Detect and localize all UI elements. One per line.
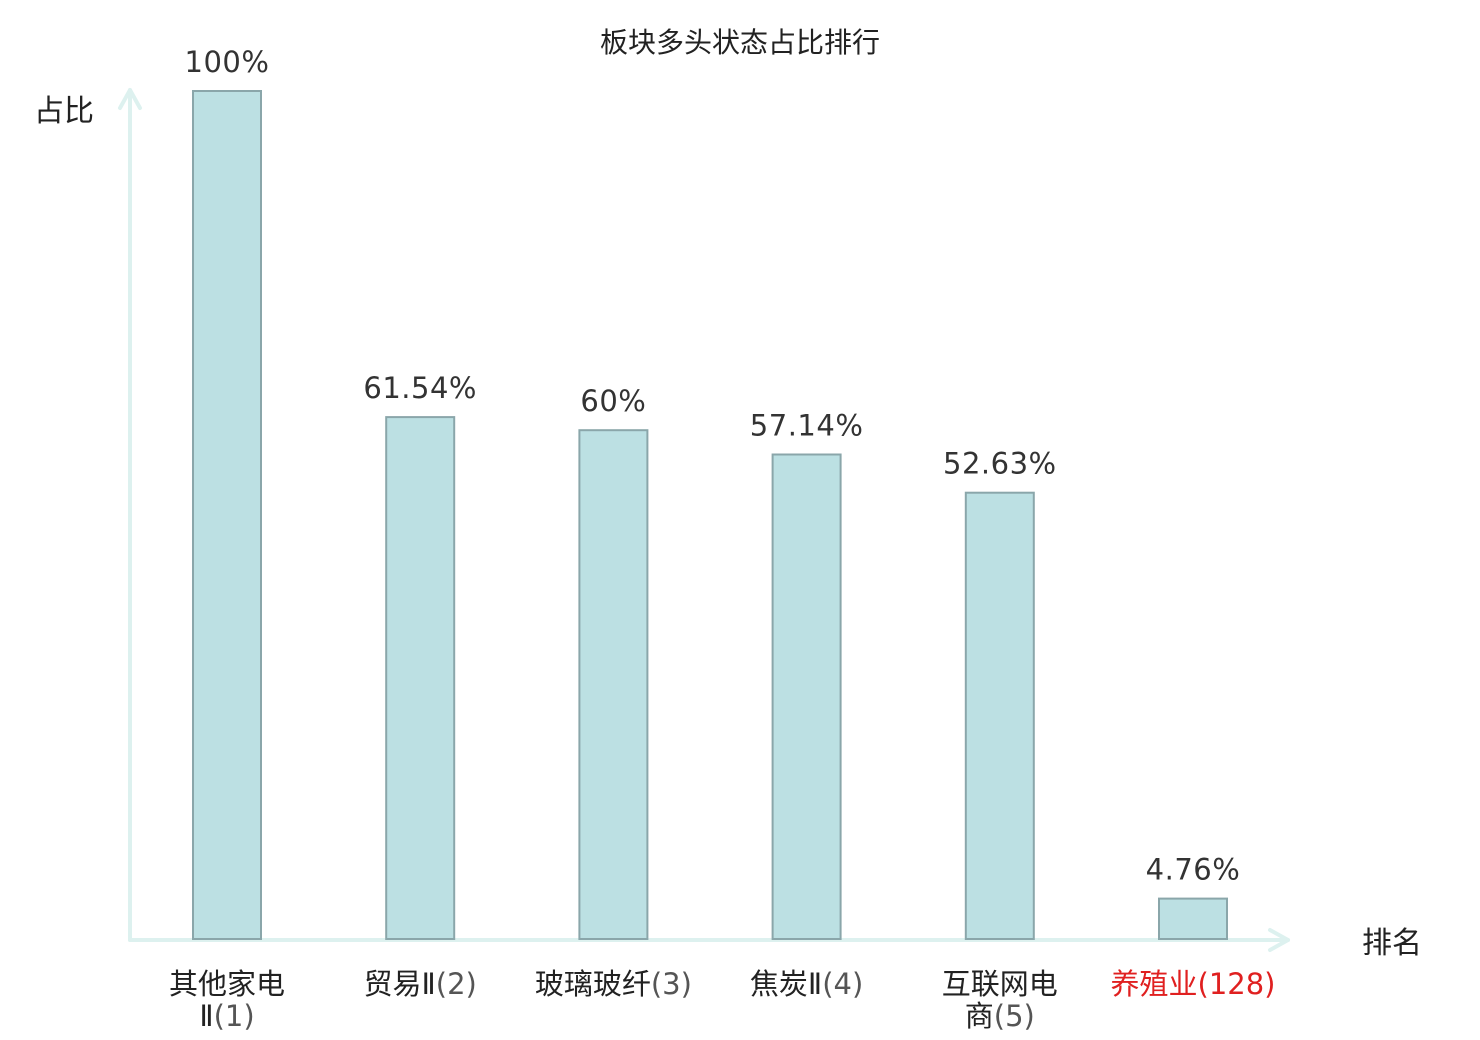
bar-5	[964, 491, 1035, 940]
value-label-5: 52.63%	[943, 447, 1057, 481]
category-label-6-line-1: 养殖业(128)	[1111, 967, 1276, 1001]
bar-4	[771, 453, 842, 940]
bar-6	[1158, 897, 1228, 940]
category-label-5-line-2: 商(5)	[965, 999, 1035, 1033]
y-axis-label: 占比	[34, 94, 94, 129]
category-label-3-line-1: 玻璃玻纤(3)	[535, 967, 692, 1001]
value-label-4: 57.14%	[750, 409, 864, 443]
bar-series	[192, 90, 1228, 941]
bar-3	[578, 429, 649, 940]
category-label-1-line-2: Ⅱ(1)	[199, 999, 254, 1033]
chart-title: 板块多头状态占比排行	[600, 26, 880, 59]
x-axis-label: 排名	[1362, 926, 1422, 961]
value-label-3: 60%	[580, 384, 646, 418]
value-label-6: 4.76%	[1146, 853, 1241, 887]
category-label-5-line-1: 互联网电	[942, 967, 1058, 1001]
bar-2	[385, 416, 456, 941]
bar-1	[192, 90, 262, 940]
y-axis	[118, 88, 142, 942]
value-label-2: 61.54%	[363, 371, 477, 405]
value-label-1: 100%	[185, 45, 270, 79]
value-labels: 100% 61.54% 60% 57.14% 52.63% 4.76%	[185, 45, 1241, 887]
category-label-4-line-1: 焦炭Ⅱ(4)	[750, 967, 863, 1001]
category-label-1-line-1: 其他家电	[169, 967, 285, 1001]
x-axis	[128, 928, 1290, 952]
category-label-2-line-1: 贸易Ⅱ(2)	[364, 967, 477, 1001]
